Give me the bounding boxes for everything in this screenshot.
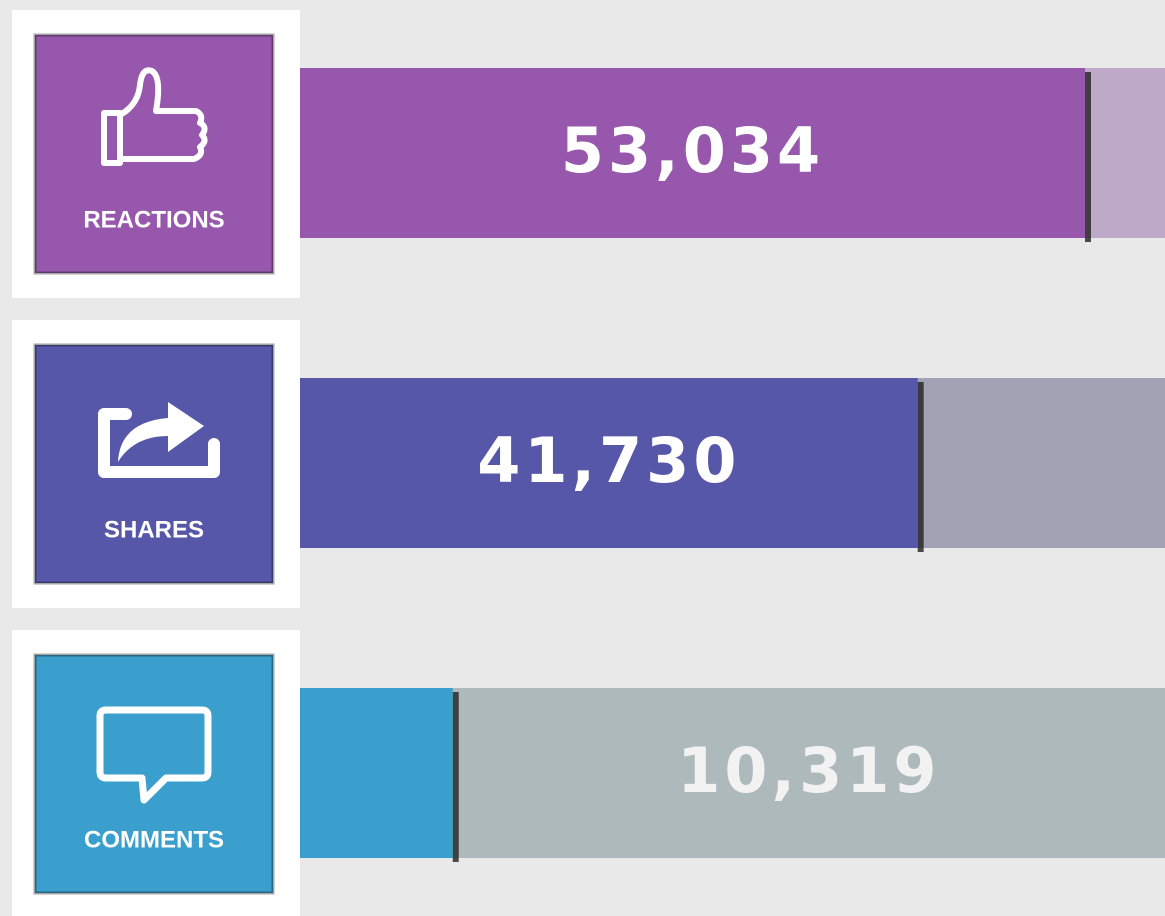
share-icon [98,402,220,478]
bars: 53,034 41,730 10,319 [300,68,1165,862]
tile [33,343,275,585]
comment-icon [96,706,212,804]
bar-shadow [1085,72,1091,242]
category-label: REACTIONS [83,206,224,233]
category-label: SHARES [104,516,204,543]
like-icon [101,67,208,166]
tile [33,33,275,275]
tiles: REACTIONS SHARES COMMENTS [12,10,300,916]
value-label: 41,730 [477,424,740,497]
bar [300,68,1085,238]
bar [300,688,453,858]
bar [300,378,918,548]
value-label: 53,034 [561,114,824,187]
icons [96,67,220,804]
bar-shadow [917,382,924,552]
value-label: 10,319 [677,734,940,807]
category-label: COMMENTS [84,826,224,853]
bar-shadow [452,692,459,862]
tile [33,653,275,895]
